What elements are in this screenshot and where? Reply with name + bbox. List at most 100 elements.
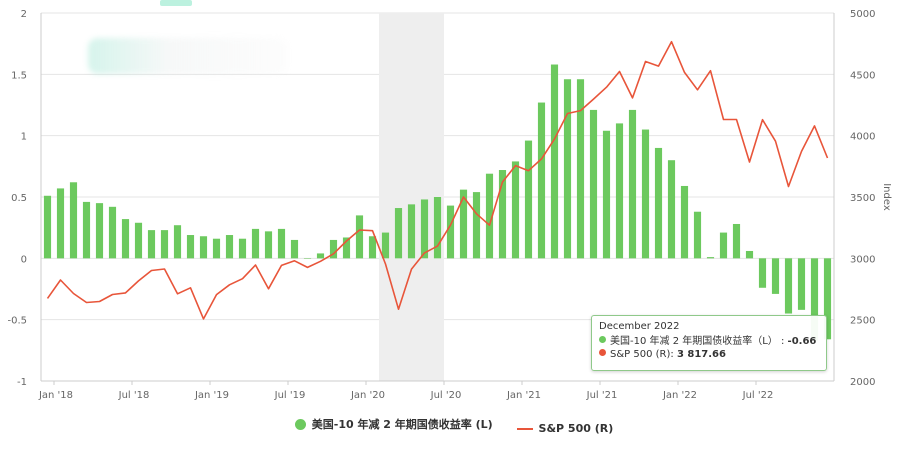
- tooltip-title: December 2022: [599, 321, 819, 332]
- red-line-icon: [517, 428, 533, 430]
- bar: [707, 257, 714, 258]
- bar: [564, 79, 571, 258]
- legend-label-yield-spread: 美国-10 年减 2 年期国债收益率 (L): [312, 416, 493, 432]
- tooltip-row-sp500: S&P 500 (R): 3 817.66: [599, 348, 819, 361]
- bar: [694, 212, 701, 259]
- bar: [226, 235, 233, 258]
- bar: [577, 79, 584, 258]
- legend-label-sp500: S&P 500 (R): [539, 422, 614, 435]
- green-circle-icon: [295, 419, 306, 430]
- bar: [434, 197, 441, 258]
- bar: [616, 123, 623, 258]
- bar: [603, 131, 610, 259]
- bar: [785, 258, 792, 313]
- bar: [317, 253, 324, 258]
- bar: [798, 258, 805, 310]
- bar: [759, 258, 766, 287]
- bar: [44, 196, 51, 259]
- bar: [239, 239, 246, 259]
- bar: [252, 229, 259, 258]
- bar: [512, 161, 519, 258]
- watermark-logo: [88, 38, 288, 74]
- bar: [109, 207, 116, 259]
- bar: [733, 224, 740, 258]
- red-dot-icon: [599, 349, 606, 356]
- bar: [304, 258, 311, 259]
- bar: [265, 231, 272, 258]
- bar: [278, 229, 285, 258]
- bar: [590, 110, 597, 258]
- left-tick-label: 0: [21, 254, 27, 265]
- bar: [473, 192, 480, 258]
- tooltip-value-yield: -0.66: [788, 336, 817, 347]
- right-tick-label: 2500: [850, 316, 875, 327]
- bar: [291, 240, 298, 258]
- x-axis-ticks: Jan '18 Jul '18 Jan '19 Jul '19 Jan '20 Jul '…: [38, 381, 773, 401]
- right-tick-label: 2000: [850, 377, 875, 388]
- bar: [187, 235, 194, 258]
- bar: [642, 130, 649, 259]
- right-tick-label: 3500: [850, 193, 875, 204]
- bar: [629, 110, 636, 258]
- bar: [135, 223, 142, 259]
- bar: [525, 141, 532, 259]
- x-tick-label: Jul '21: [586, 390, 618, 401]
- bar: [148, 230, 155, 258]
- x-tick-label: Jan '18: [38, 390, 73, 401]
- left-tick-label: 0.5: [11, 193, 27, 204]
- x-tick-label: Jul '19: [274, 390, 306, 401]
- bar: [408, 204, 415, 258]
- x-tick-label: Jan '22: [662, 390, 697, 401]
- bar: [122, 219, 129, 258]
- bar: [395, 208, 402, 258]
- left-tick-label: -1: [17, 377, 27, 388]
- bar: [83, 202, 90, 258]
- bar: [720, 233, 727, 259]
- x-tick-label: Jul '22: [742, 390, 774, 401]
- legend-item-yield-spread[interactable]: 美国-10 年减 2 年期国债收益率 (L): [295, 416, 493, 432]
- tooltip-value-sp500: 3 817.66: [677, 349, 726, 360]
- x-tick-label: Jul '20: [430, 390, 462, 401]
- right-tick-label: 4000: [850, 132, 875, 143]
- x-tick-label: Jul '18: [118, 390, 150, 401]
- right-tick-label: 3000: [850, 254, 875, 265]
- bar: [174, 225, 181, 258]
- bar: [681, 186, 688, 258]
- tooltip-series-yield: 美国-10 年减 2 年期国债收益率（L）: [610, 336, 778, 347]
- bar: [96, 203, 103, 258]
- bar: [421, 199, 428, 258]
- tooltip-row-yield: 美国-10 年减 2 年期国债收益率（L） : -0.66: [599, 335, 819, 348]
- bar: [551, 65, 558, 259]
- green-dot-icon: [599, 336, 606, 343]
- bar: [200, 236, 207, 258]
- x-tick-label: Jan '19: [194, 390, 229, 401]
- bar: [382, 233, 389, 259]
- watermark-accent: [160, 0, 192, 6]
- bar: [356, 215, 363, 258]
- right-axis-title: Index: [881, 183, 892, 211]
- right-tick-label: 4500: [850, 70, 875, 81]
- bar: [161, 230, 168, 258]
- left-tick-label: 1.5: [11, 70, 27, 81]
- bar: [668, 160, 675, 258]
- tooltip-series-sp500: S&P 500 (R): [610, 349, 670, 360]
- bar: [447, 206, 454, 259]
- x-tick-label: Jan '21: [506, 390, 541, 401]
- bar: [538, 103, 545, 259]
- right-axis-ticks: 5000 4500 4000 3500 3000 2500 2000: [850, 9, 875, 388]
- bar: [213, 239, 220, 259]
- left-tick-label: -0.5: [7, 316, 27, 327]
- left-tick-label: 2: [21, 9, 27, 20]
- bar: [655, 148, 662, 258]
- bar: [369, 236, 376, 258]
- left-tick-label: 1: [21, 132, 27, 143]
- bar: [746, 251, 753, 258]
- legend-item-sp500[interactable]: S&P 500 (R): [517, 422, 614, 435]
- bar: [57, 188, 64, 258]
- right-tick-label: 5000: [850, 9, 875, 20]
- x-tick-label: Jan '20: [350, 390, 385, 401]
- chart-tooltip: December 2022 美国-10 年减 2 年期国债收益率（L） : -0…: [591, 315, 827, 371]
- left-axis-ticks: 2 1.5 1 0.5 0 -0.5 -1: [7, 9, 27, 388]
- chart-legend: 美国-10 年减 2 年期国债收益率 (L) S&P 500 (R): [0, 416, 908, 434]
- bar: [772, 258, 779, 294]
